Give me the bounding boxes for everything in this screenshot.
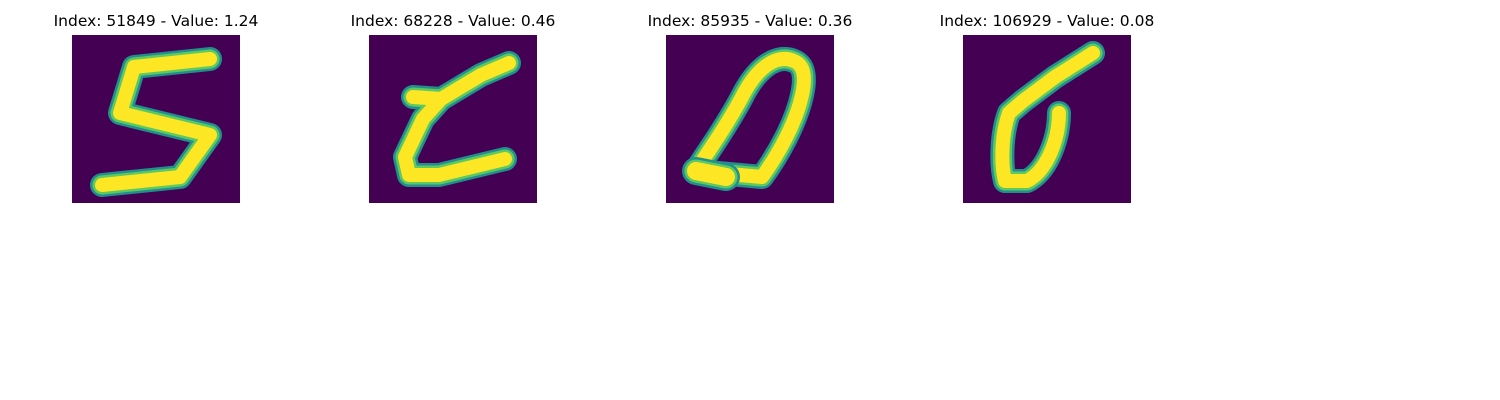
digit-image [369,35,537,203]
sample-panel-1: Index: 51849 - Value: 1.24 [6,0,306,210]
sample-title: Index: 85935 - Value: 0.36 [600,12,900,30]
digit-image [666,35,834,203]
digit-image [963,35,1131,203]
sample-title: Index: 68228 - Value: 0.46 [303,12,603,30]
digit-image [72,35,240,203]
sample-panel-2: Index: 68228 - Value: 0.46 [303,0,603,210]
sample-title: Index: 106929 - Value: 0.08 [897,12,1197,30]
sample-panel-3: Index: 85935 - Value: 0.36 [600,0,900,210]
sample-title: Index: 51849 - Value: 1.24 [6,12,306,30]
sample-panel-4: Index: 106929 - Value: 0.08 [897,0,1197,210]
